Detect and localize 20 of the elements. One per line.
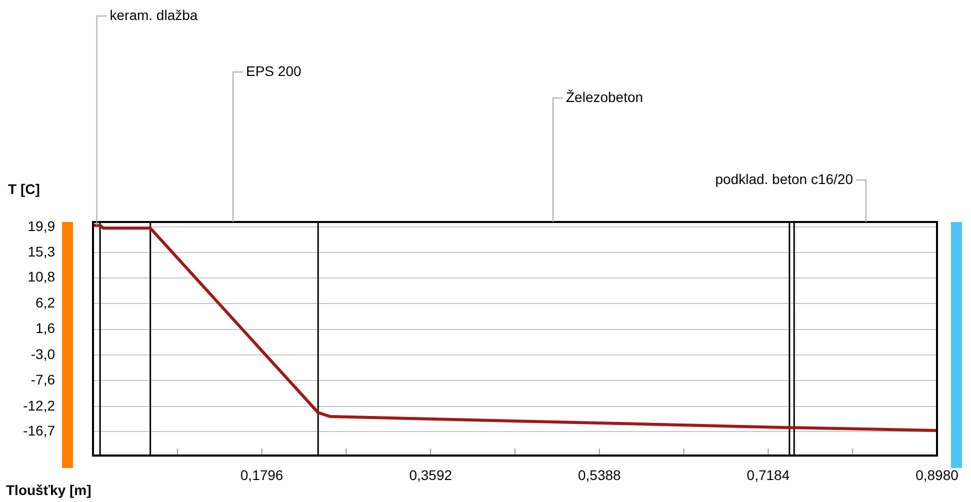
y-tick-label: -3,0 [30, 346, 56, 362]
x-tick-label: 0,7184 [746, 466, 790, 483]
text: podklad. beton c16/20 [715, 170, 854, 187]
y-tick-label: 6,2 [36, 294, 56, 310]
y-tick-label: 1,6 [36, 320, 56, 336]
annotation: keram. dlažba [110, 6, 198, 23]
x-axis-title: Tloušťky [m] [6, 482, 92, 498]
y-tick-label: -7,6 [30, 372, 56, 388]
x-tick-label: 0,8980 [916, 466, 959, 483]
y-tick-label: 15,3 [28, 244, 56, 260]
y-axis-title: T [C] [8, 180, 40, 197]
y-tick-label: 19,9 [28, 218, 56, 234]
x-tick-label: 0,1796 [240, 466, 284, 483]
x-tick-label: 0,5388 [578, 466, 622, 483]
text: Železobeton [566, 88, 644, 105]
y-tick-label: -16,7 [23, 422, 56, 438]
y-tick-label: 10,8 [28, 268, 56, 285]
text: EPS 200 [246, 62, 302, 79]
y-tick-label: -12,2 [23, 397, 56, 414]
x-tick-label: 0,3592 [409, 466, 452, 483]
